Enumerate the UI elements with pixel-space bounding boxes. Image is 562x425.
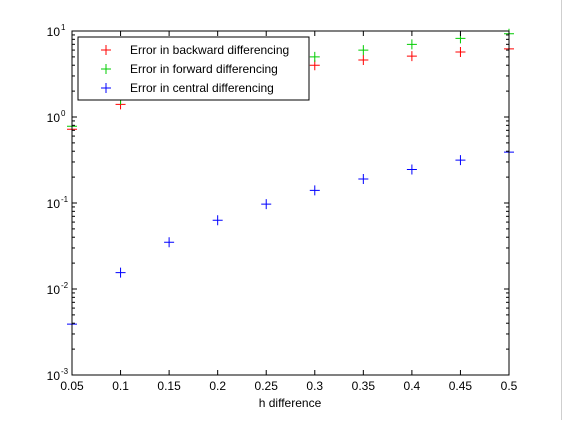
data-point (115, 267, 126, 278)
legend-label: Error in central differencing (130, 81, 274, 95)
y-tick-exponent: 0 (61, 109, 66, 118)
data-point (261, 199, 272, 210)
x-tick-label: 0.35 (352, 379, 376, 393)
y-tick-exponent: -2 (61, 281, 69, 290)
legend-marker (101, 45, 111, 55)
y-tick-exponent: 1 (61, 23, 66, 32)
data-point (358, 55, 369, 66)
data-point (309, 185, 320, 196)
y-tick-exponent: -3 (61, 367, 69, 376)
x-tick-label: 0.15 (157, 379, 181, 393)
y-tick-label: 10 (47, 25, 61, 39)
data-point (309, 51, 320, 62)
x-tick-label: 0.2 (209, 379, 226, 393)
data-point (309, 60, 320, 71)
x-tick-label: 0.05 (60, 379, 84, 393)
data-point (212, 215, 223, 226)
data-point (406, 39, 417, 50)
data-point (455, 155, 466, 166)
data-point (455, 46, 466, 57)
y-tick-label: 10 (47, 369, 61, 383)
legend-marker (101, 64, 111, 74)
data-point (358, 45, 369, 56)
legend-box (77, 36, 310, 101)
x-axis-label: h difference (259, 396, 322, 410)
x-tick-label: 0.45 (449, 379, 473, 393)
y-tick-label: 10 (47, 111, 61, 125)
legend-label: Error in backward differencing (130, 43, 289, 57)
x-tick-label: 0.25 (255, 379, 279, 393)
data-point (406, 164, 417, 175)
legend-marker (101, 83, 111, 93)
y-tick-label: 10 (47, 283, 61, 297)
data-point (358, 174, 369, 185)
x-tick-label: 0.5 (501, 379, 518, 393)
legend-label: Error in forward differencing (130, 62, 278, 76)
x-tick-label: 0.3 (306, 379, 323, 393)
x-tick-label: 0.1 (112, 379, 129, 393)
y-tick-exponent: -1 (61, 195, 69, 204)
data-point (406, 51, 417, 62)
y-tick-label: 10 (47, 197, 61, 211)
data-point (164, 237, 175, 248)
x-tick-label: 0.4 (404, 379, 421, 393)
